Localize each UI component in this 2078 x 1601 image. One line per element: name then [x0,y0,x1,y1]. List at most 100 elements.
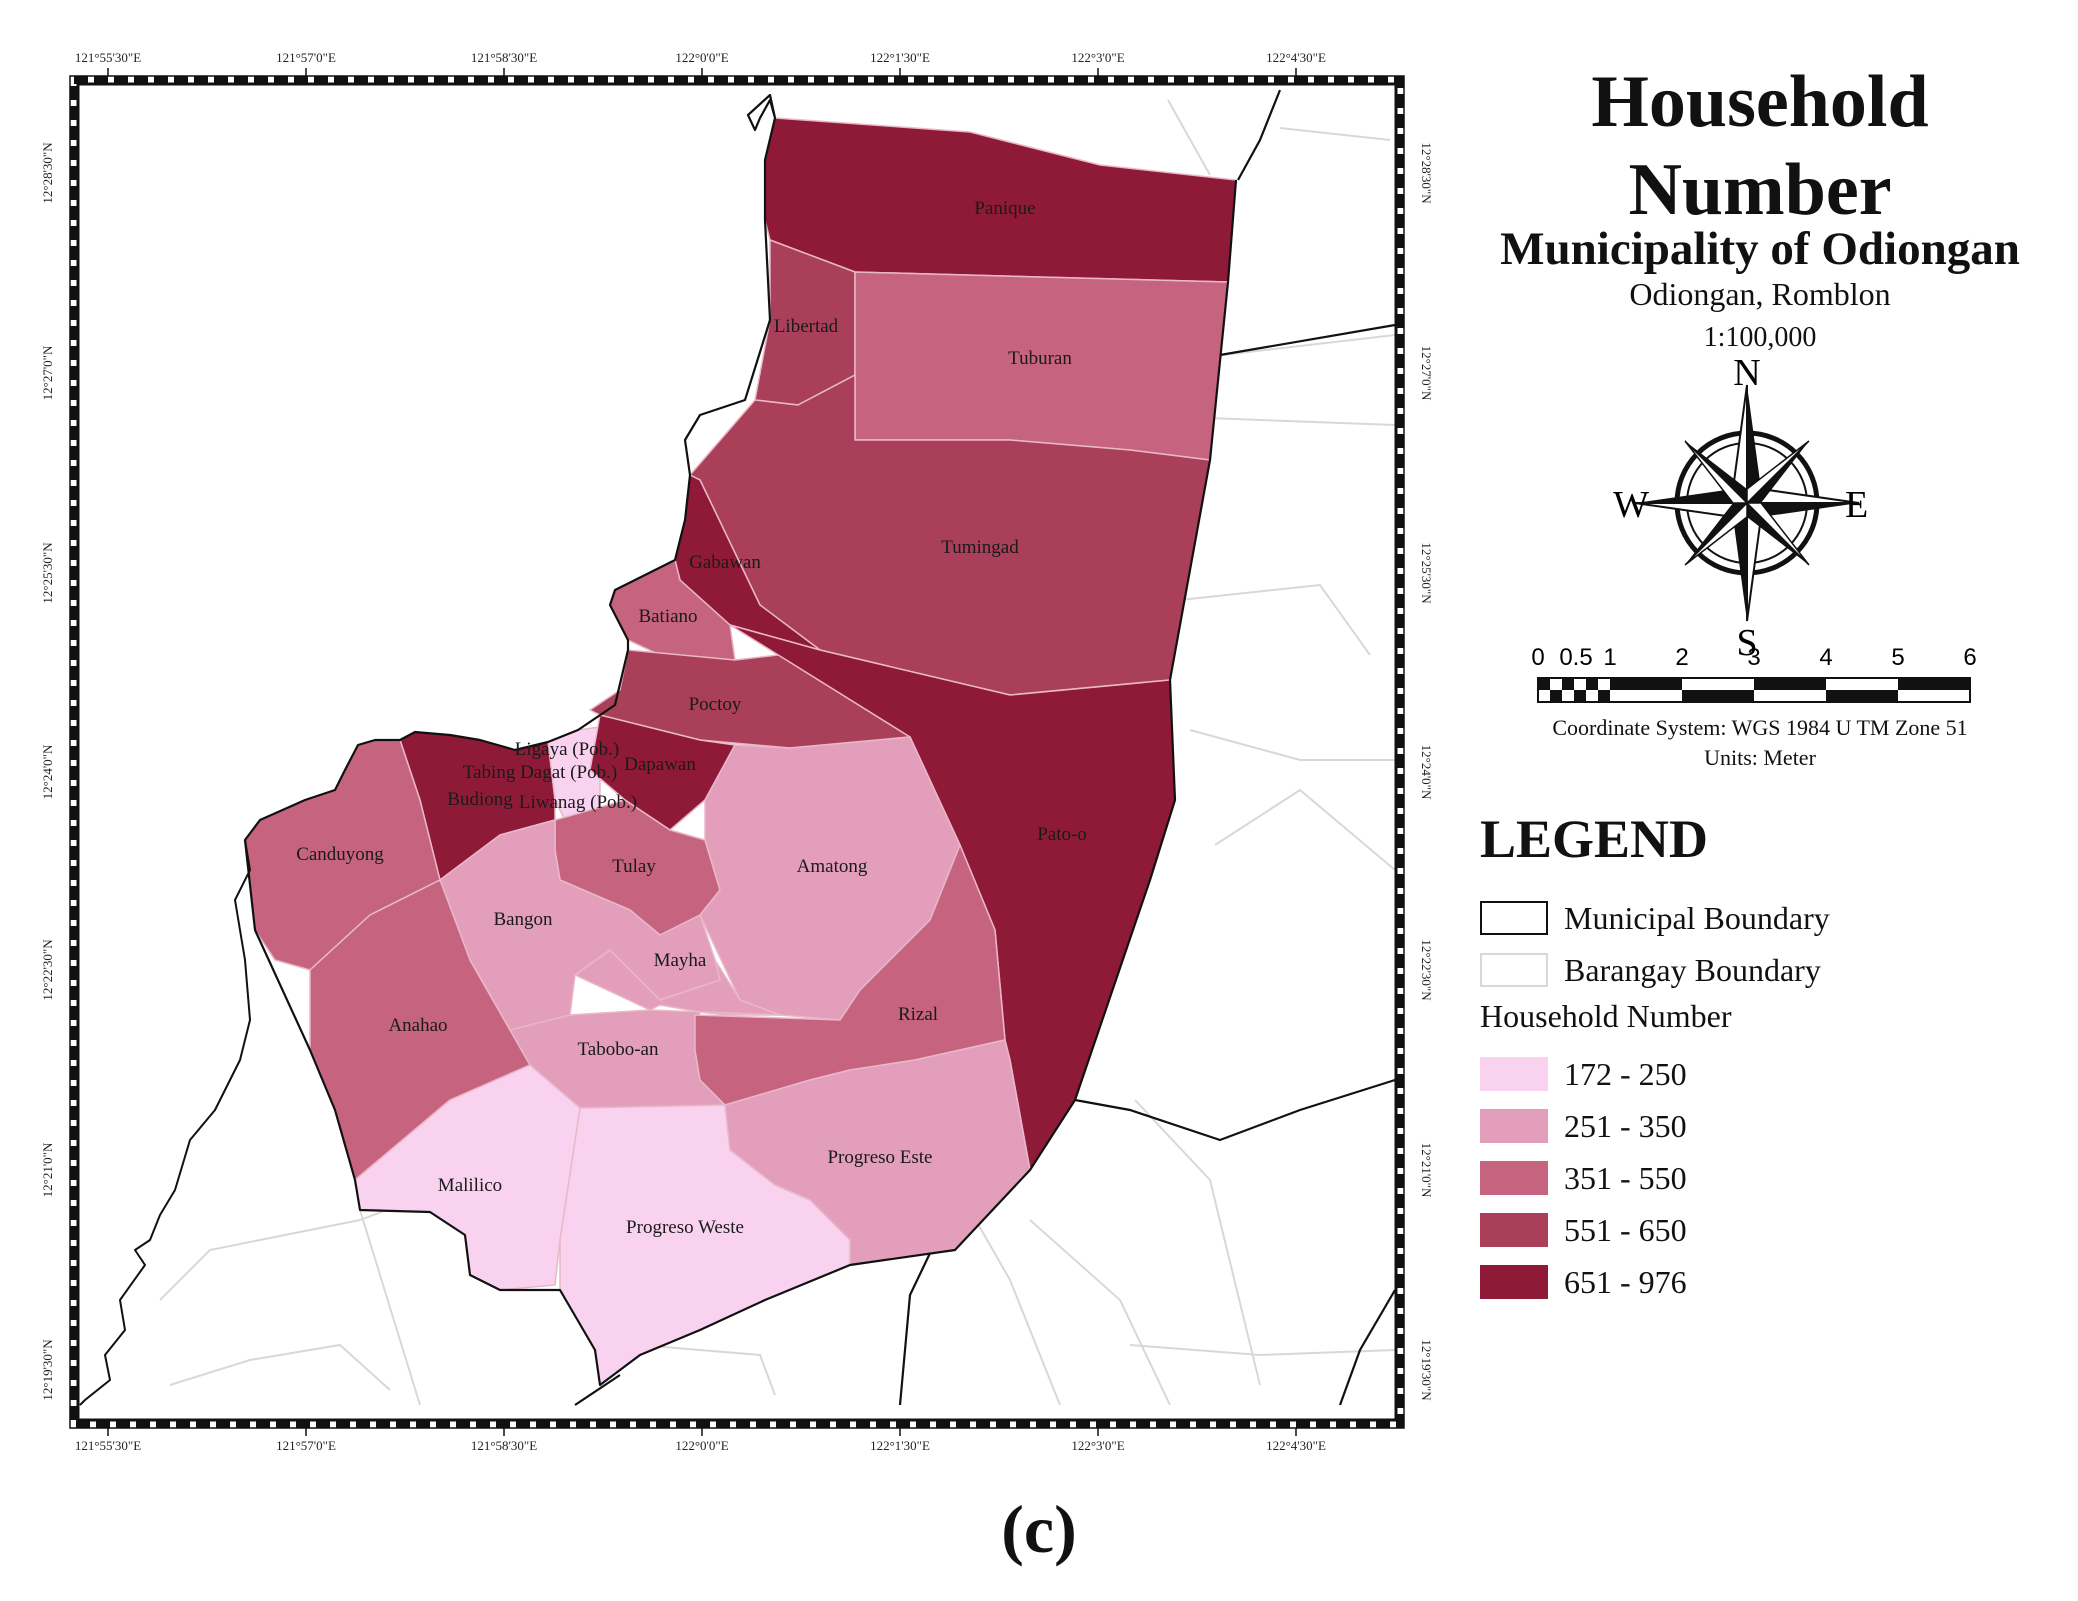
lat-tick-label: 12°19'30"N [1419,1339,1434,1401]
lon-labels-bottom: 121°55'30"E 121°57'0"E 121°58'30"E 122°0… [75,1438,1326,1453]
legend-class-row: 651 - 976 [1480,1262,1687,1302]
lon-tick-label: 122°3'0"E [1071,50,1124,65]
lat-tick-label: 12°25'30"N [40,542,55,604]
scale-label: 0 [1531,644,1544,671]
lon-tick-label: 122°0'0"E [675,1438,728,1453]
west-coastline [79,839,251,1406]
lon-tick-label: 121°57'0"E [276,50,336,65]
scale-bar: 0 0.5 1 2 3 4 5 6 [1531,644,1977,703]
legend-class-row: 551 - 650 [1480,1210,1687,1250]
barangay-label-amatong: Amatong [797,856,868,877]
legend-label: 551 - 650 [1564,1211,1687,1248]
lat-tick-label: 12°28'30"N [40,142,55,204]
outside-boundaries [159,99,1396,1406]
lat-labels-left: 12°28'30"N 12°27'0"N 12°25'30"N 12°24'0"… [40,142,55,1401]
compass-w: W [1613,484,1649,526]
barangay-label-anahao: Anahao [388,1015,447,1036]
lat-tick-label: 12°25'30"N [1419,542,1434,604]
barangay-label-liwanag: Liwanag (Pob.) [519,792,637,813]
scale-label: 2 [1675,644,1688,671]
lon-tick-label: 122°4'30"E [1266,1438,1326,1453]
barangay-boundary-swatch [1480,953,1548,987]
lon-tick-label: 121°58'30"E [471,50,537,65]
scale-label: 5 [1891,644,1904,671]
lat-tick-label: 12°24'0"N [40,744,55,799]
barangay-label-libertad: Libertad [774,316,839,337]
lon-tick-label: 122°3'0"E [1071,1438,1124,1453]
lat-tick-label: 12°21'0"N [40,1142,55,1197]
lat-labels-right: 12°28'30"N 12°27'0"N 12°25'30"N 12°24'0"… [1419,142,1434,1401]
barangay-label-ligaya: Ligaya (Pob.) [515,739,619,760]
lat-tick-label: 12°21'0"N [1419,1143,1434,1198]
legend-label: 351 - 550 [1564,1159,1687,1196]
barangay-label-budiong: Budiong [447,789,513,810]
scale-label: 3 [1747,644,1760,671]
map-frame [69,75,1405,1429]
lon-tick-label: 122°1'30"E [870,50,930,65]
map-subtitle: Municipality of Odiongan [1500,223,2020,275]
compass-n: N [1733,352,1760,394]
lon-tick-label: 122°1'30"E [870,1438,930,1453]
map-location: Odiongan, Romblon [1629,276,1891,312]
legend-label: 172 - 250 [1564,1055,1687,1092]
barangay-label-tumingad: Tumingad [941,537,1019,558]
lon-labels-top: 121°55'30"E 121°57'0"E 121°58'30"E 122°0… [75,50,1326,65]
barangay-label-progreso-weste: Progreso Weste [626,1217,744,1238]
lat-tick-label: 12°19'30"N [40,1339,55,1401]
barangay-label-malilico: Malilico [438,1175,502,1196]
tick-marks [107,68,1297,1436]
barangay-label-poctoy: Poctoy [689,694,742,715]
barangay-label-rizal: Rizal [898,1004,938,1025]
barangay-label-tabing-dagat: Tabing Dagat (Pob.) [463,762,617,783]
compass-s: S [1736,622,1757,664]
scale-label: 1 [1603,644,1616,671]
lat-tick-label: 12°28'30"N [1419,142,1434,204]
lat-tick-label: 12°22'30"N [40,939,55,1001]
barangay-label-bangon: Bangon [493,909,553,930]
lat-tick-label: 12°27'0"N [1419,346,1434,401]
lon-tick-label: 121°55'30"E [75,50,141,65]
barangay-label-dapawan: Dapawan [624,754,696,775]
barangay-polygon [699,736,961,1021]
legend-class-row: 172 - 250 [1480,1054,1687,1094]
barangay-labels: Panique Libertad Tuburan Tumingad Gabawa… [296,198,1087,1238]
legend-item-barangay-boundary: Barangay Boundary [1480,950,1821,990]
legend-label: 251 - 350 [1564,1107,1687,1144]
lon-tick-label: 121°57'0"E [276,1438,336,1453]
barangay-label-tabobo-an: Tabobo-an [578,1039,659,1060]
lon-tick-label: 122°4'30"E [1266,50,1326,65]
barangay-label-tuburan: Tuburan [1008,348,1072,369]
lon-tick-label: 121°55'30"E [75,1438,141,1453]
legend-item-municipal-boundary: Municipal Boundary [1480,898,1830,938]
class-swatch [1480,1109,1548,1143]
coordinate-info: Coordinate System: WGS 1984 U TM Zone 51… [1480,713,2040,773]
barangay-label-canduyong: Canduyong [296,844,384,865]
scale-label: 4 [1819,644,1832,671]
lat-tick-label: 12°22'30"N [1419,939,1434,1001]
barangay-label-gabawan: Gabawan [689,552,761,573]
legend-title: LEGEND [1480,809,1709,869]
barangay-polygons [244,117,1237,1386]
barangay-label-panique: Panique [974,198,1035,219]
class-swatch [1480,1265,1548,1299]
barangay-label-progreso-este: Progreso Este [827,1147,932,1168]
legend-class-title: Household Number [1480,998,1732,1034]
map-scale: 1:100,000 [1703,322,1817,353]
legend-label: 651 - 976 [1564,1263,1687,1300]
class-swatch [1480,1057,1548,1091]
barangay-label-pato-o: Pato-o [1037,824,1087,845]
legend-label: Barangay Boundary [1564,951,1821,988]
legend-class-row: 251 - 350 [1480,1106,1687,1146]
coordinate-system: Coordinate System: WGS 1984 U TM Zone 51 [1552,715,1968,740]
barangay-label-tulay: Tulay [612,856,656,877]
municipal-boundary [243,93,1238,1387]
municipal-boundary-swatch [1480,901,1548,935]
scale-label: 0.5 [1559,644,1592,671]
lat-tick-label: 12°27'0"N [40,345,55,400]
lon-tick-label: 121°58'30"E [471,1438,537,1453]
lat-tick-label: 12°24'0"N [1419,745,1434,800]
legend-class-row: 351 - 550 [1480,1158,1687,1198]
compass-rose-icon: N S E W [1613,352,1868,664]
class-swatch [1480,1161,1548,1195]
